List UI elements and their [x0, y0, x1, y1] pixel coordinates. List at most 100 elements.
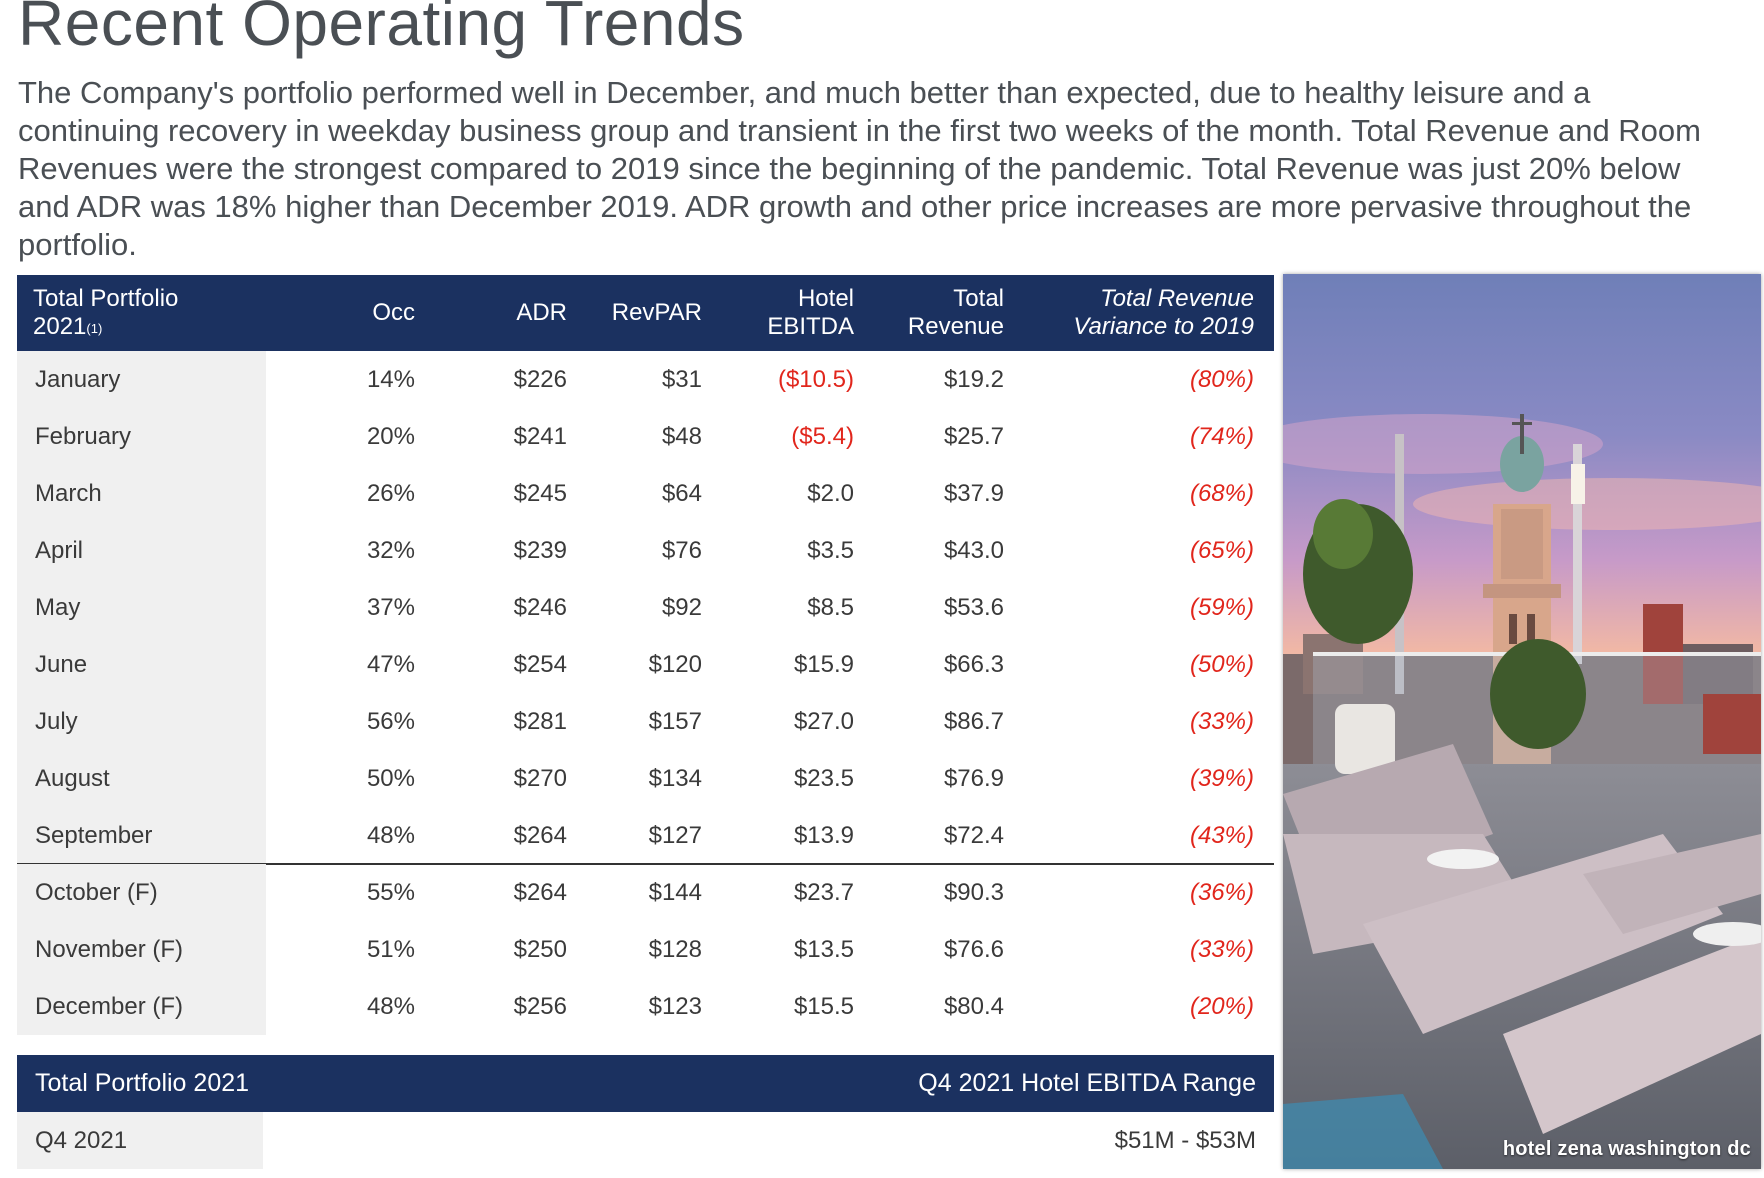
cell-ebitda: $27.0	[793, 708, 854, 735]
header-revenue-line1: Total	[953, 285, 1004, 312]
cell-occ: 32%	[366, 537, 415, 564]
table-row: November (F) 51% $250 $128 $13.5 $76.6 (33%)	[17, 921, 1274, 978]
cell-adr: $270	[513, 765, 567, 792]
summary-row-value: $51M - $53M	[1114, 1127, 1256, 1154]
rooftop-scene-image	[1283, 274, 1761, 1169]
row-month-label: June	[17, 636, 266, 693]
cell-revenue: $37.9	[943, 480, 1004, 507]
cell-variance: (33%)	[1189, 708, 1254, 735]
cell-revenue: $19.2	[943, 366, 1004, 393]
table-row: September 48% $264 $127 $13.9 $72.4 (43%)	[17, 807, 1274, 864]
cell-adr: $226	[513, 366, 567, 393]
row-month-label: November (F)	[17, 921, 266, 978]
page-title: Recent Operating Trends	[18, 0, 745, 59]
cell-revenue: $66.3	[943, 651, 1004, 678]
cell-revenue: $43.0	[943, 537, 1004, 564]
summary-row-label: Q4 2021	[17, 1112, 263, 1169]
row-month-label: September	[17, 807, 266, 864]
cell-adr: $264	[513, 879, 567, 906]
cell-variance: (33%)	[1189, 936, 1254, 963]
header-variance: Total Revenue Variance to 2019	[1073, 285, 1254, 341]
cell-revpar: $157	[648, 708, 702, 735]
table-header: Total Portfolio 2021(1) Occ ADR RevPAR H…	[17, 275, 1274, 351]
summary-row: Q4 2021 $51M - $53M	[17, 1112, 1274, 1169]
row-month-label: February	[17, 408, 266, 465]
cell-revenue: $53.6	[943, 594, 1004, 621]
cell-revpar: $120	[648, 651, 702, 678]
cell-variance: (59%)	[1189, 594, 1254, 621]
table-row: April 32% $239 $76 $3.5 $43.0 (65%)	[17, 522, 1274, 579]
header-revenue: Total Revenue	[908, 285, 1004, 341]
cell-adr: $241	[513, 423, 567, 450]
cell-occ: 51%	[366, 936, 415, 963]
row-month-label: July	[17, 693, 266, 750]
cell-ebitda: $13.9	[793, 822, 854, 849]
cell-variance: (68%)	[1189, 480, 1254, 507]
cell-revpar: $31	[661, 366, 702, 393]
cell-variance: (80%)	[1189, 366, 1254, 393]
cell-occ: 14%	[366, 366, 415, 393]
header-footnote: (1)	[86, 321, 103, 336]
cell-revenue: $25.7	[943, 423, 1004, 450]
cell-adr: $256	[513, 993, 567, 1020]
header-ebitda-line2: EBITDA	[767, 313, 854, 340]
row-month-label: August	[17, 750, 266, 807]
intro-paragraph: The Company's portfolio performed well i…	[18, 74, 1738, 264]
cell-ebitda: $3.5	[807, 537, 854, 564]
row-month-label: January	[17, 351, 266, 408]
cell-revpar: $144	[648, 879, 702, 906]
cell-variance: (43%)	[1189, 822, 1254, 849]
table-row: June 47% $254 $120 $15.9 $66.3 (50%)	[17, 636, 1274, 693]
table-row: February 20% $241 $48 ($5.4) $25.7 (74%)	[17, 408, 1274, 465]
header-portfolio-line2: 2021(1)	[33, 313, 178, 341]
cell-occ: 37%	[366, 594, 415, 621]
table-row: August 50% $270 $134 $23.5 $76.9 (39%)	[17, 750, 1274, 807]
table-row: March 26% $245 $64 $2.0 $37.9 (68%)	[17, 465, 1274, 522]
cell-revpar: $123	[648, 993, 702, 1020]
table-body: January 14% $226 $31 ($10.5) $19.2 (80%) Februa…	[17, 351, 1274, 1035]
row-month-label: April	[17, 522, 266, 579]
cell-revpar: $48	[661, 423, 702, 450]
intro-text: The Company's portfolio performed well i…	[18, 75, 1701, 262]
table-row: May 37% $246 $92 $8.5 $53.6 (59%)	[17, 579, 1274, 636]
cell-variance: (65%)	[1189, 537, 1254, 564]
header-variance-line1: Total Revenue	[1100, 285, 1254, 312]
cell-revenue: $90.3	[943, 879, 1004, 906]
table-row: October (F) 55% $264 $144 $23.7 $90.3 (36%)	[17, 864, 1274, 921]
cell-ebitda: $8.5	[807, 594, 854, 621]
cell-ebitda: $23.7	[793, 879, 854, 906]
cell-occ: 55%	[366, 879, 415, 906]
header-revenue-line2: Revenue	[907, 313, 1004, 340]
header-revpar: RevPAR	[611, 299, 702, 326]
header-occ: Occ	[372, 299, 415, 326]
header-ebitda-line1: Hotel	[797, 285, 854, 312]
cell-occ: 48%	[366, 822, 415, 849]
header-ebitda: Hotel EBITDA	[767, 285, 854, 341]
row-month-label: December (F)	[17, 978, 266, 1035]
cell-adr: $250	[513, 936, 567, 963]
cell-variance: (20%)	[1189, 993, 1254, 1020]
cell-ebitda: ($5.4)	[791, 423, 854, 450]
cell-variance: (39%)	[1189, 765, 1254, 792]
cell-occ: 56%	[366, 708, 415, 735]
cell-ebitda: $23.5	[793, 765, 854, 792]
table-row: December (F) 48% $256 $123 $15.5 $80.4 (20%)	[17, 978, 1274, 1035]
cell-revpar: $92	[661, 594, 702, 621]
forecast-divider	[17, 863, 1274, 865]
cell-revpar: $76	[661, 537, 702, 564]
cell-adr: $254	[513, 651, 567, 678]
cell-adr: $245	[513, 480, 567, 507]
header-portfolio: Total Portfolio 2021(1)	[33, 285, 178, 341]
cell-ebitda: $15.9	[793, 651, 854, 678]
hotel-photo: hotel zena washington dc	[1283, 274, 1761, 1169]
cell-adr: $246	[513, 594, 567, 621]
cell-occ: 20%	[366, 423, 415, 450]
cell-adr: $239	[513, 537, 567, 564]
summary-header-right: Q4 2021 Hotel EBITDA Range	[918, 1069, 1256, 1097]
table-row: January 14% $226 $31 ($10.5) $19.2 (80%)	[17, 351, 1274, 408]
table-row: July 56% $281 $157 $27.0 $86.7 (33%)	[17, 693, 1274, 750]
operating-trends-table: Total Portfolio 2021(1) Occ ADR RevPAR H…	[17, 275, 1274, 1035]
header-portfolio-line1: Total Portfolio	[33, 285, 179, 312]
cell-revenue: $86.7	[943, 708, 1004, 735]
header-adr: ADR	[516, 299, 567, 326]
